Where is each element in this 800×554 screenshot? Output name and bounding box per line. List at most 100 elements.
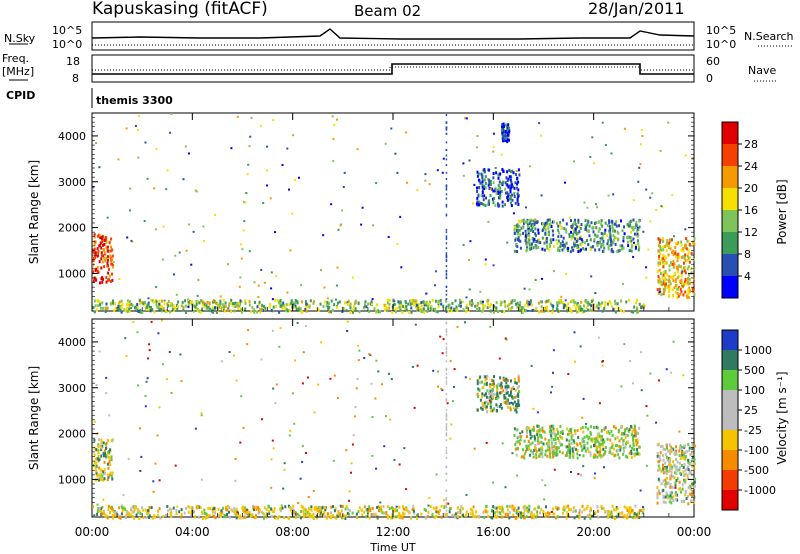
data-cell <box>665 472 668 476</box>
data-cell <box>497 382 500 386</box>
data-cell <box>391 311 394 314</box>
data-cell <box>332 505 334 509</box>
sparse-echo <box>112 261 115 264</box>
sparse-echo <box>464 117 467 120</box>
data-cell <box>522 448 524 452</box>
data-cell <box>664 484 667 488</box>
data-cell <box>608 219 610 223</box>
sparse-echo <box>441 171 444 174</box>
data-cell <box>254 300 256 304</box>
data-cell <box>520 514 523 518</box>
data-cell <box>284 306 287 310</box>
streak-echo <box>445 258 448 261</box>
sparse-echo <box>242 426 245 429</box>
data-cell <box>622 239 625 243</box>
data-cell <box>662 287 665 291</box>
data-cell <box>678 480 681 484</box>
data-cell <box>425 508 427 512</box>
sparse-echo <box>432 369 435 372</box>
data-cell <box>133 516 136 520</box>
data-cell <box>692 281 695 285</box>
data-cell <box>257 511 260 515</box>
data-cell <box>688 446 691 450</box>
data-cell <box>582 454 585 458</box>
sparse-echo <box>293 422 296 425</box>
data-cell <box>456 308 459 312</box>
data-cell <box>303 515 305 519</box>
data-cell <box>684 253 687 257</box>
data-cell <box>126 299 129 303</box>
sparse-echo <box>640 351 643 354</box>
data-cell <box>530 247 533 251</box>
sparse-echo <box>194 427 197 430</box>
data-cell <box>674 250 677 254</box>
data-cell <box>151 299 154 303</box>
data-cell <box>535 234 537 238</box>
data-cell <box>128 309 131 313</box>
data-cell <box>679 444 682 448</box>
data-cell <box>529 220 532 224</box>
data-cell <box>535 240 538 243</box>
data-cell <box>478 380 481 384</box>
data-cell <box>512 396 515 400</box>
data-cell <box>500 406 503 410</box>
data-cell <box>157 305 160 309</box>
data-cell <box>670 448 673 452</box>
power-colorbar-title: Power [dB] <box>775 179 789 244</box>
sparse-echo <box>125 127 128 130</box>
data-cell <box>505 402 508 406</box>
data-cell <box>490 378 493 382</box>
data-cell <box>679 292 682 296</box>
data-cell <box>576 456 579 460</box>
streak-echo <box>445 509 448 512</box>
data-cell <box>680 290 683 294</box>
x-tick-label: 00:00 <box>75 525 110 539</box>
data-cell <box>486 510 489 514</box>
data-cell <box>155 300 158 304</box>
sparse-echo <box>165 378 168 381</box>
data-cell <box>123 308 126 312</box>
data-cell <box>669 477 672 481</box>
data-cell <box>579 237 581 240</box>
sparse-echo <box>190 263 193 266</box>
data-cell <box>113 302 116 306</box>
data-cell <box>263 516 265 520</box>
data-cell <box>547 511 549 515</box>
data-cell <box>591 308 594 312</box>
sparse-echo <box>158 479 161 482</box>
data-cell <box>558 450 561 454</box>
data-cell <box>252 504 255 508</box>
data-cell <box>511 198 514 202</box>
sparse-echo <box>632 382 634 385</box>
data-cell <box>262 308 264 312</box>
data-cell <box>353 305 356 309</box>
data-cell <box>604 221 607 225</box>
data-cell <box>547 515 550 519</box>
sparse-echo <box>292 134 295 137</box>
data-cell <box>675 457 677 461</box>
data-cell <box>505 398 508 402</box>
data-cell <box>602 239 605 243</box>
sparse-echo <box>282 487 285 490</box>
data-cell <box>545 505 547 509</box>
data-cell <box>169 310 172 314</box>
data-cell <box>253 505 256 509</box>
sparse-echo <box>242 229 245 232</box>
sparse-echo <box>586 206 589 209</box>
data-cell <box>668 457 670 460</box>
data-cell <box>622 446 625 450</box>
sparse-echo <box>346 330 349 332</box>
data-cell <box>552 308 554 311</box>
data-cell <box>496 384 499 388</box>
streak-echo <box>445 148 448 151</box>
data-cell <box>617 231 620 235</box>
streak-echo <box>445 242 448 245</box>
data-cell <box>517 168 520 172</box>
data-cell <box>220 306 222 310</box>
data-cell <box>499 383 502 387</box>
data-cell <box>238 302 240 306</box>
data-cell <box>614 299 616 303</box>
data-cell <box>537 436 540 440</box>
data-cell <box>422 300 425 304</box>
data-cell <box>131 515 134 519</box>
